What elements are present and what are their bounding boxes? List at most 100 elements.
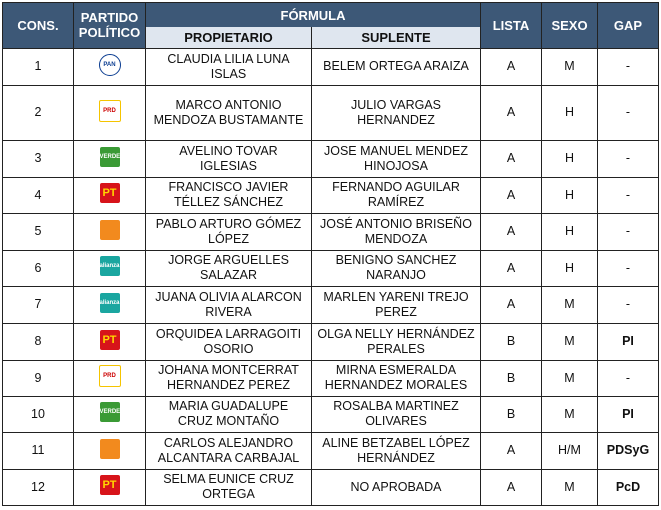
table-row: 3 VERDE AVELINO TOVAR IGLESIAS JOSE MANUEL … bbox=[2, 139, 659, 178]
propietario-cell: AVELINO TOVAR IGLESIAS bbox=[145, 139, 312, 178]
table-row: 2 PRD MARCO ANTONIO MENDOZA BUSTAMANTE JULI… bbox=[2, 84, 659, 141]
gap-cell: PI bbox=[597, 322, 659, 361]
propietario-cell: MARIA GUADALUPE CRUZ MONTAÑO bbox=[145, 395, 312, 433]
lista-cell: A bbox=[480, 212, 542, 251]
cons-cell: 9 bbox=[2, 359, 74, 397]
cons-cell: 5 bbox=[2, 212, 74, 251]
gap-cell: - bbox=[597, 212, 659, 251]
header-gap: GAP bbox=[597, 2, 659, 49]
gap-cell: - bbox=[597, 285, 659, 324]
propietario-cell: SELMA EUNICE CRUZ ORTEGA bbox=[145, 468, 312, 506]
propietario-cell: ORQUIDEA LARRAGOITI OSORIO bbox=[145, 322, 312, 361]
suplente-cell: NO APROBADA bbox=[311, 468, 481, 506]
suplente-cell: JULIO VARGAS HERNANDEZ bbox=[311, 84, 481, 141]
header-partido: PARTIDO POLÍTICO bbox=[73, 2, 146, 49]
cons-cell: 6 bbox=[2, 249, 74, 287]
party-logo bbox=[99, 219, 120, 240]
propietario-cell: FRANCISCO JAVIER TÉLLEZ SÁNCHEZ bbox=[145, 176, 312, 214]
header-cons: CONS. bbox=[2, 2, 74, 49]
cons-cell: 11 bbox=[2, 431, 74, 470]
sexo-cell: M bbox=[541, 359, 598, 397]
party-cell: PAN bbox=[73, 47, 146, 86]
gap-cell: - bbox=[597, 84, 659, 141]
party-logo: PRD bbox=[98, 365, 121, 387]
gap-cell: - bbox=[597, 139, 659, 178]
cons-cell: 1 bbox=[2, 47, 74, 86]
table-row: 12 PT SELMA EUNICE CRUZ ORTEGA NO APROBADA A… bbox=[2, 468, 659, 506]
propietario-cell: JUANA OLIVIA ALARCON RIVERA bbox=[145, 285, 312, 324]
gap-cell: PI bbox=[597, 395, 659, 433]
party-logo: PT bbox=[99, 475, 120, 495]
cons-cell: 4 bbox=[2, 176, 74, 214]
gap-cell: - bbox=[597, 176, 659, 214]
cons-cell: 7 bbox=[2, 285, 74, 324]
suplente-cell: ALINE BETZABEL LÓPEZ HERNÁNDEZ bbox=[311, 431, 481, 470]
table-body: 1 PAN CLAUDIA LILIA LUNA ISLAS BELEM ORTEGA… bbox=[2, 47, 659, 506]
suplente-cell: JOSÉ ANTONIO BRISEÑO MENDOZA bbox=[311, 212, 481, 251]
party-cell: PT bbox=[73, 176, 146, 214]
party-cell: alianza bbox=[73, 249, 146, 287]
sexo-cell: H bbox=[541, 176, 598, 214]
party-logo: VERDE bbox=[99, 402, 120, 422]
header-propietario: PROPIETARIO bbox=[145, 27, 312, 49]
sexo-cell: H bbox=[541, 212, 598, 251]
suplente-cell: BELEM ORTEGA ARAIZA bbox=[311, 47, 481, 86]
party-logo: PT bbox=[99, 183, 120, 203]
party-logo bbox=[99, 438, 120, 459]
cons-cell: 3 bbox=[2, 139, 74, 178]
header-suplente: SUPLENTE bbox=[311, 27, 481, 49]
lista-cell: A bbox=[480, 47, 542, 86]
gap-cell: - bbox=[597, 249, 659, 287]
propietario-cell: MARCO ANTONIO MENDOZA BUSTAMANTE bbox=[145, 84, 312, 141]
propietario-cell: JORGE ARGUELLES SALAZAR bbox=[145, 249, 312, 287]
lista-cell: B bbox=[480, 395, 542, 433]
gap-cell: PcD bbox=[597, 468, 659, 506]
propietario-cell: CLAUDIA LILIA LUNA ISLAS bbox=[145, 47, 312, 86]
lista-cell: A bbox=[480, 249, 542, 287]
lista-cell: B bbox=[480, 322, 542, 361]
sexo-cell: M bbox=[541, 47, 598, 86]
party-logo: PT bbox=[99, 329, 120, 350]
sexo-cell: M bbox=[541, 395, 598, 433]
party-cell: VERDE bbox=[73, 139, 146, 178]
party-cell: PT bbox=[73, 468, 146, 506]
gap-cell: - bbox=[597, 47, 659, 86]
party-cell: VERDE bbox=[73, 395, 146, 433]
table-row: 9 PRD JOHANA MONTCERRAT HERNANDEZ PEREZ MIR… bbox=[2, 359, 659, 397]
sexo-cell: H bbox=[541, 139, 598, 178]
lista-cell: A bbox=[480, 139, 542, 178]
suplente-cell: ROSALBA MARTINEZ OLIVARES bbox=[311, 395, 481, 433]
table-row: 4 PT FRANCISCO JAVIER TÉLLEZ SÁNCHEZ FERNAN… bbox=[2, 176, 659, 214]
party-logo: VERDE bbox=[99, 146, 120, 167]
cons-cell: 12 bbox=[2, 468, 74, 506]
header-sexo: SEXO bbox=[541, 2, 598, 49]
lista-cell: A bbox=[480, 285, 542, 324]
party-logo: PRD bbox=[98, 99, 121, 122]
gap-cell: PDSyG bbox=[597, 431, 659, 470]
header-lista: LISTA bbox=[480, 2, 542, 49]
table-row: 10 VERDE MARIA GUADALUPE CRUZ MONTAÑO ROSAL… bbox=[2, 395, 659, 433]
propietario-cell: CARLOS ALEJANDRO ALCANTARA CARBAJAL bbox=[145, 431, 312, 470]
suplente-cell: MIRNA ESMERALDA HERNANDEZ MORALES bbox=[311, 359, 481, 397]
cons-cell: 8 bbox=[2, 322, 74, 361]
table-row: 1 PAN CLAUDIA LILIA LUNA ISLAS BELEM ORTEGA… bbox=[2, 47, 659, 86]
lista-cell: A bbox=[480, 176, 542, 214]
sexo-cell: H/M bbox=[541, 431, 598, 470]
sexo-cell: M bbox=[541, 468, 598, 506]
party-logo: PAN bbox=[98, 53, 121, 76]
lista-cell: B bbox=[480, 359, 542, 397]
sexo-cell: H bbox=[541, 249, 598, 287]
propietario-cell: JOHANA MONTCERRAT HERNANDEZ PEREZ bbox=[145, 359, 312, 397]
party-logo: alianza bbox=[99, 292, 120, 313]
table-row: 6 alianza JORGE ARGUELLES SALAZAR BENIGNO S… bbox=[2, 249, 659, 287]
cons-cell: 10 bbox=[2, 395, 74, 433]
party-cell bbox=[73, 212, 146, 251]
lista-cell: A bbox=[480, 431, 542, 470]
table-row: 11 CARLOS ALEJANDRO ALCANTARA CARBAJAL ALI… bbox=[2, 431, 659, 470]
cons-cell: 2 bbox=[2, 84, 74, 141]
suplente-cell: MARLEN YARENI TREJO PEREZ bbox=[311, 285, 481, 324]
suplente-cell: JOSE MANUEL MENDEZ HINOJOSA bbox=[311, 139, 481, 178]
party-cell bbox=[73, 431, 146, 470]
